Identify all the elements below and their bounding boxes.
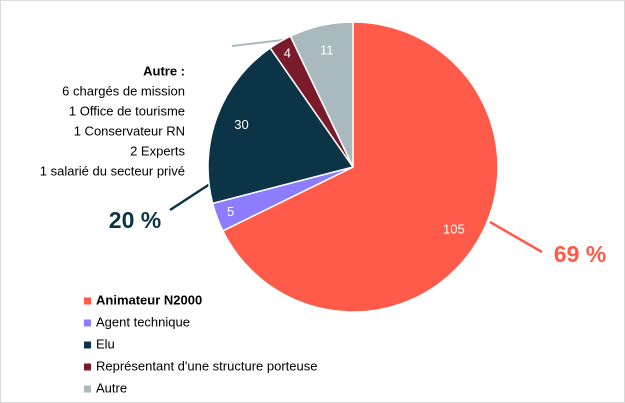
pie-slice <box>207 46 355 205</box>
pie-slice <box>289 21 354 168</box>
slice-label: 30 <box>234 117 248 132</box>
legend-swatch <box>84 297 91 305</box>
annotation: 69 % <box>554 241 606 267</box>
note-line: 1 Office de tourisme <box>69 103 185 118</box>
legend-swatch <box>84 341 91 349</box>
slice-label: 105 <box>443 221 465 236</box>
legend-swatch <box>84 385 91 393</box>
legend-swatch <box>84 319 91 327</box>
note-line: 1 salarié du secteur privé <box>40 163 185 178</box>
note-line: 6 chargés de mission <box>62 83 185 98</box>
legend-label: Elu <box>96 336 115 351</box>
legend-label: Agent technique <box>96 314 190 329</box>
slice-label: 5 <box>227 204 234 219</box>
legend-label: Animateur N2000 <box>96 292 202 307</box>
annotation-leader <box>169 180 214 212</box>
slice-label: 4 <box>284 46 291 61</box>
legend-label: Autre <box>96 380 127 395</box>
legend-swatch <box>84 363 91 371</box>
legend-label: Représentant d'une structure porteuse <box>96 358 317 373</box>
note-line: 2 Experts <box>130 143 185 158</box>
note-line: 1 Conservateur RN <box>74 123 185 138</box>
annotation-leader <box>489 220 543 254</box>
annotation: 20 % <box>109 207 161 233</box>
pie-slice <box>221 21 499 313</box>
slice-label: 11 <box>320 42 334 57</box>
note-title: Autre : <box>143 63 185 78</box>
